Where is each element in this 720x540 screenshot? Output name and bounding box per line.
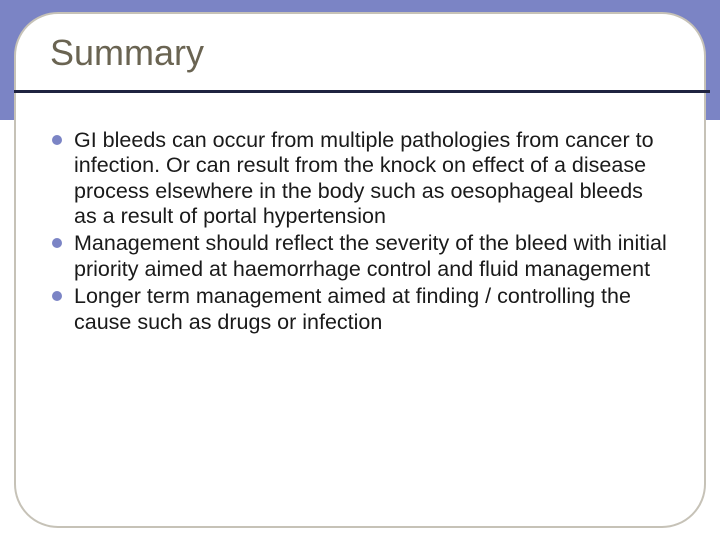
bullet-icon [52, 291, 62, 301]
bullet-text: Longer term management aimed at finding … [74, 284, 631, 333]
list-item: Management should reflect the severity o… [50, 231, 670, 282]
list-item: GI bleeds can occur from multiple pathol… [50, 128, 670, 229]
slide-frame: Summary GI bleeds can occur from multipl… [14, 12, 706, 528]
bullet-icon [52, 238, 62, 248]
title-underline [14, 90, 710, 93]
bullet-text: GI bleeds can occur from multiple pathol… [74, 128, 654, 228]
bullet-icon [52, 135, 62, 145]
bullet-text: Management should reflect the severity o… [74, 231, 667, 280]
list-item: Longer term management aimed at finding … [50, 284, 670, 335]
slide-title: Summary [50, 32, 670, 74]
bullet-list: GI bleeds can occur from multiple pathol… [50, 128, 670, 335]
